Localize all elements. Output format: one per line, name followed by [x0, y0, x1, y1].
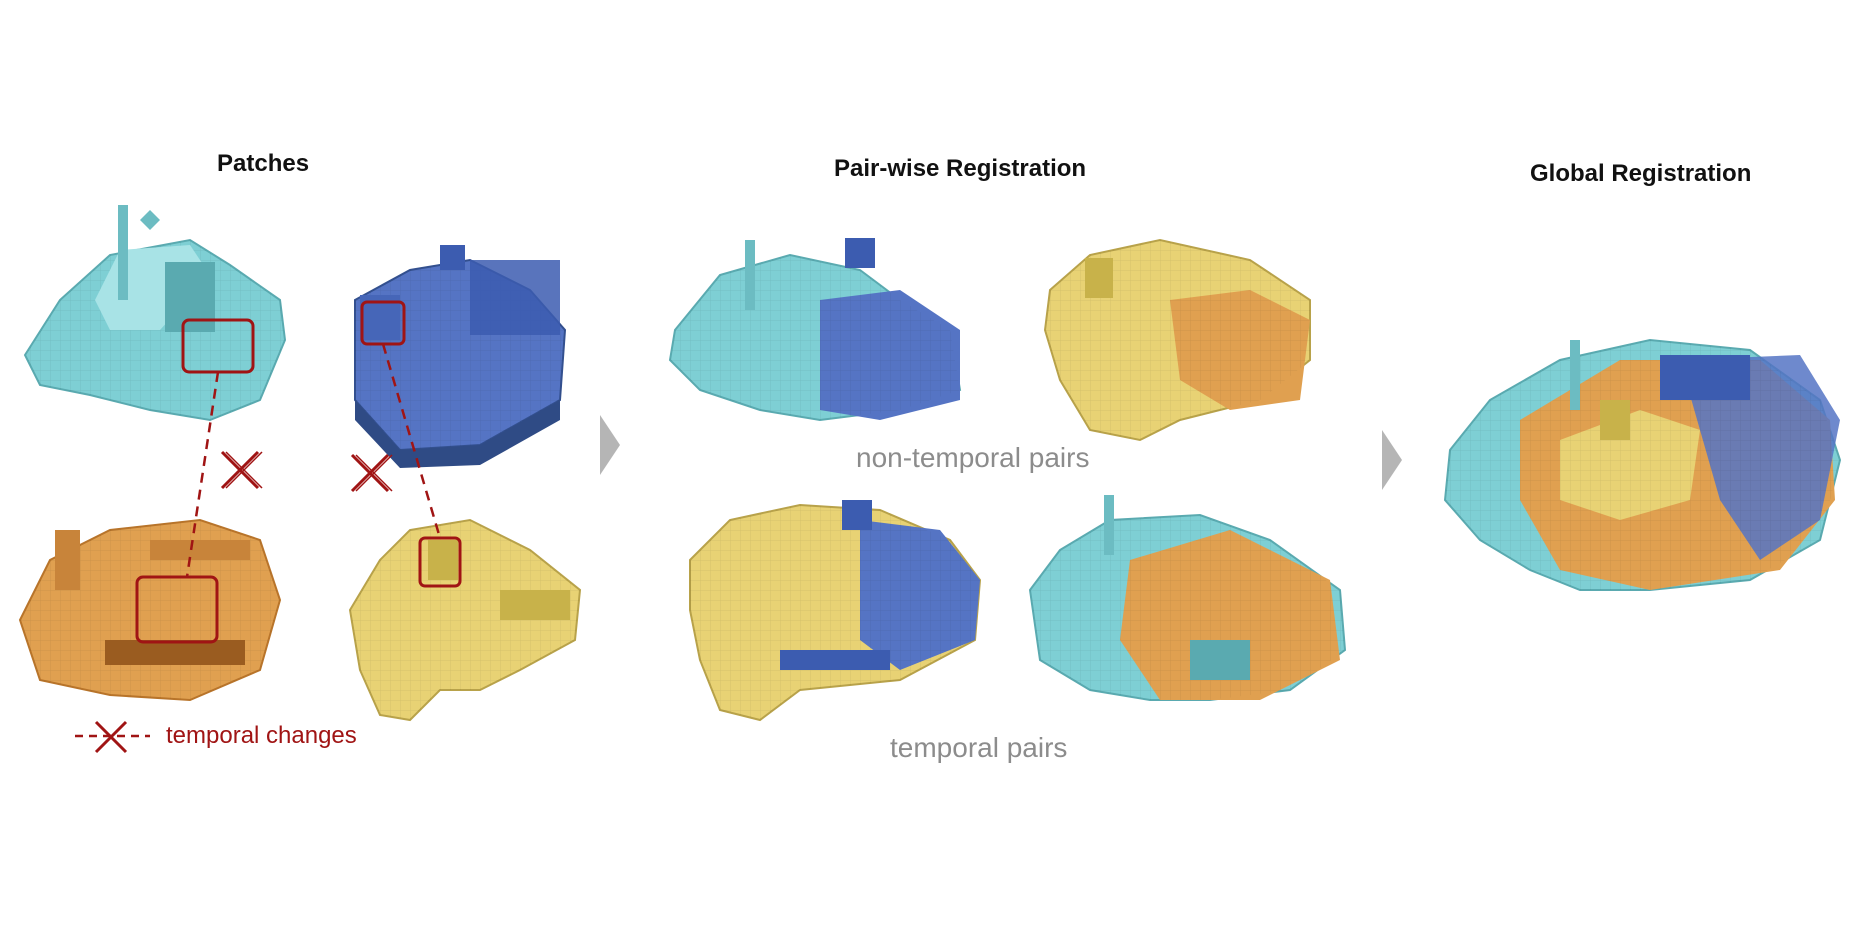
pairwise-title: Pair-wise Registration [834, 155, 1087, 182]
orange-patch [18, 518, 282, 702]
pair-yellow-orange [1043, 238, 1311, 442]
global-registration-result [1443, 338, 1842, 591]
blue-patch [354, 245, 567, 468]
cross-icon [350, 453, 393, 493]
global-title: Global Registration [1530, 160, 1752, 187]
stage-arrow [600, 415, 620, 475]
non-temporal-caption: non-temporal pairs [856, 442, 1090, 473]
pair-yellow-blue [689, 500, 982, 722]
pair-cyan-blue [668, 238, 962, 422]
cross-icon [220, 450, 263, 490]
pair-cyan-orange [1028, 495, 1347, 701]
yellow-patch [348, 518, 582, 722]
temporal-changes-legend-icon [75, 720, 150, 754]
highlight-box [135, 575, 219, 644]
highlight-box [418, 536, 462, 588]
stage-arrow [1382, 430, 1402, 490]
temporal-caption: temporal pairs [890, 732, 1068, 763]
cyan-patch [23, 205, 287, 422]
dashed-link [185, 371, 220, 578]
patches-title: Patches [217, 150, 310, 177]
temporal-changes-label: temporal changes [166, 722, 357, 749]
